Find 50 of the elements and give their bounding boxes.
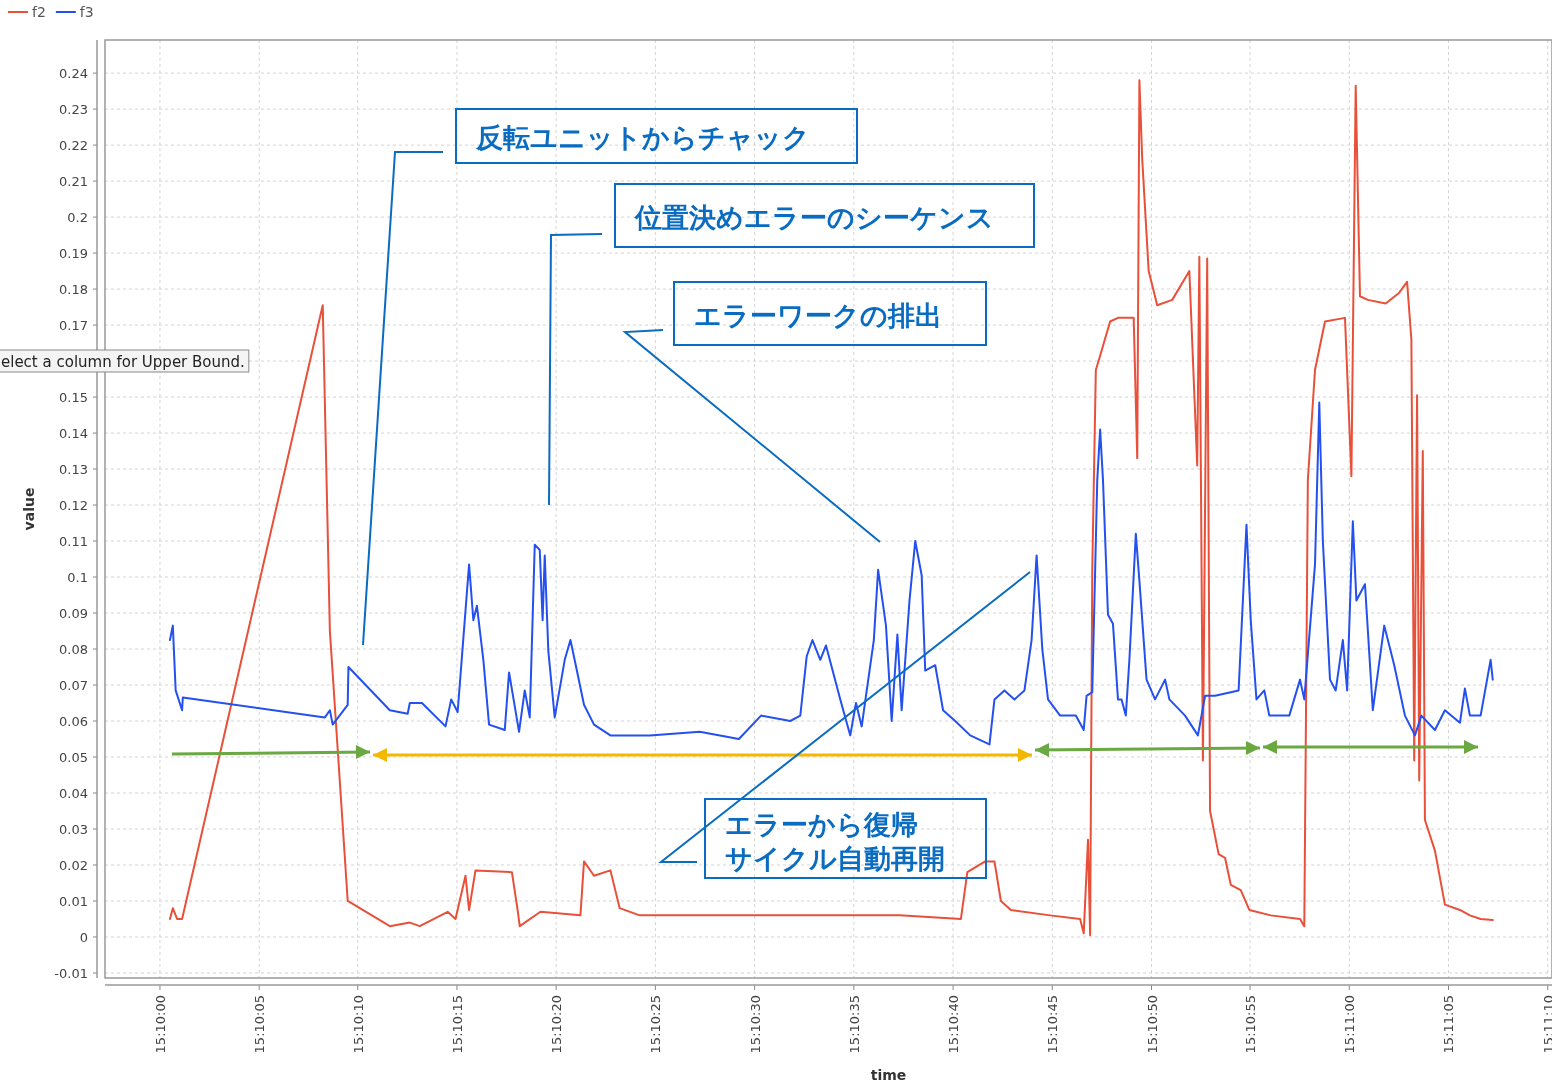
y-tick-label: 0.15 — [59, 390, 88, 406]
y-tick-label: 0.02 — [59, 857, 88, 873]
y-tick-label: 0.2 — [67, 210, 88, 226]
y-tick-label: -0.01 — [54, 965, 88, 981]
x-tick-label: 15:10:25 — [648, 995, 664, 1054]
y-tick-label: 0.12 — [59, 498, 88, 514]
annotation: 反転ユニットからチャック — [475, 122, 810, 153]
y-tick-label: 0.21 — [59, 174, 88, 190]
y-tick-label: 0.09 — [59, 606, 88, 622]
x-tick-label: 15:10:55 — [1243, 995, 1259, 1054]
y-tick-label: 0.17 — [59, 318, 88, 334]
annotation: エラーから復帰 — [725, 809, 918, 840]
annotation: elect a column for Upper Bound. — [1, 353, 245, 371]
x-tick-label: 15:10:45 — [1045, 995, 1061, 1054]
x-tick-label: 15:10:35 — [846, 995, 862, 1054]
x-tick-label: 15:10:10 — [350, 995, 366, 1054]
x-tick-label: 15:11:00 — [1342, 995, 1358, 1054]
y-tick-label: 0.11 — [59, 534, 88, 550]
y-tick-label: 0.22 — [59, 138, 88, 154]
x-tick-label: 15:11:05 — [1441, 995, 1457, 1054]
y-tick-label: 0.19 — [59, 246, 88, 262]
y-tick-label: 0.1 — [67, 570, 88, 586]
annotation: エラーワークの排出 — [694, 300, 942, 331]
y-tick-label: 0.06 — [59, 714, 88, 729]
y-tick-label: 0.01 — [59, 893, 88, 909]
y-tick-label: 0.23 — [59, 102, 88, 118]
x-tick-label: 15:10:30 — [747, 995, 763, 1054]
annotation: サイクル自動再開 — [725, 843, 945, 874]
y-tick-label: 0.03 — [59, 821, 88, 837]
y-axis-title: value — [21, 487, 37, 531]
x-axis-title: time — [870, 1067, 907, 1083]
x-tick-label: 15:10:00 — [152, 995, 168, 1054]
y-tick-label: 0.08 — [59, 642, 88, 658]
x-tick-label: 15:10:50 — [1144, 995, 1160, 1054]
y-tick-label: 0.07 — [59, 678, 88, 694]
y-tick-label: 0 — [79, 929, 88, 945]
x-tick-label: 15:10:20 — [549, 995, 565, 1054]
y-tick-label: 0.14 — [59, 426, 88, 442]
y-tick-label: 0.04 — [59, 785, 88, 801]
y-tick-label: 0.05 — [59, 750, 88, 765]
x-tick-label: 15:10:15 — [449, 995, 465, 1054]
y-tick-label: 0.18 — [59, 282, 88, 298]
x-tick-label: 15:10:05 — [252, 995, 268, 1054]
x-tick-label: 15:11:10 — [1540, 995, 1552, 1054]
y-tick-label: 0.13 — [59, 462, 88, 478]
annotation: 位置決めエラーのシーケンス — [634, 202, 994, 233]
legend-label: f2 — [32, 4, 46, 20]
legend-label: f3 — [79, 4, 94, 20]
y-tick-label: 0.24 — [59, 66, 88, 82]
x-tick-label: 15:10:40 — [946, 995, 962, 1054]
